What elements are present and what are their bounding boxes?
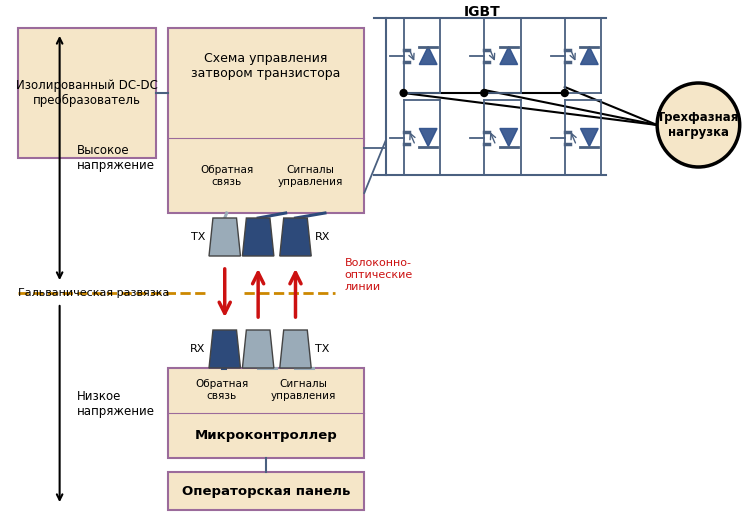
Circle shape xyxy=(400,90,407,96)
Bar xyxy=(168,472,364,510)
Text: Гальваническая развязка: Гальваническая развязка xyxy=(18,288,170,298)
Text: Микроконтроллер: Микроконтроллер xyxy=(195,429,338,443)
Text: Обратная
связь: Обратная связь xyxy=(195,379,248,401)
Polygon shape xyxy=(242,330,274,368)
Bar xyxy=(18,28,156,158)
Polygon shape xyxy=(209,218,241,256)
Text: IGBT: IGBT xyxy=(464,5,500,19)
Polygon shape xyxy=(209,330,241,368)
Polygon shape xyxy=(500,47,517,65)
Text: TX: TX xyxy=(315,344,329,354)
Text: Трехфазная
нагрузка: Трехфазная нагрузка xyxy=(657,111,740,139)
Polygon shape xyxy=(419,47,437,65)
Bar xyxy=(168,28,364,213)
Text: Сигналы
управления: Сигналы управления xyxy=(271,379,336,401)
Text: RX: RX xyxy=(315,232,331,242)
Text: Низкое
напряжение: Низкое напряжение xyxy=(77,390,155,418)
Bar xyxy=(168,368,364,458)
Circle shape xyxy=(561,90,568,96)
Text: Высокое
напряжение: Высокое напряжение xyxy=(77,144,155,172)
Text: Изолированный DC-DC
преобразователь: Изолированный DC-DC преобразователь xyxy=(16,79,158,107)
Text: RX: RX xyxy=(190,344,205,354)
Text: Операторская панель: Операторская панель xyxy=(182,484,350,498)
Text: Обратная
связь: Обратная связь xyxy=(200,165,254,187)
Polygon shape xyxy=(280,218,311,256)
Text: Сигналы
управления: Сигналы управления xyxy=(278,165,343,187)
Text: TX: TX xyxy=(190,232,205,242)
Polygon shape xyxy=(419,128,437,146)
Polygon shape xyxy=(500,128,517,146)
Text: Волоконно-
оптические
линии: Волоконно- оптические линии xyxy=(345,259,413,292)
Polygon shape xyxy=(280,330,311,368)
Polygon shape xyxy=(242,218,274,256)
Circle shape xyxy=(481,90,488,96)
Circle shape xyxy=(657,83,740,167)
Polygon shape xyxy=(580,128,598,146)
Text: Схема управления
затвором транзистора: Схема управления затвором транзистора xyxy=(191,52,340,80)
Polygon shape xyxy=(580,47,598,65)
